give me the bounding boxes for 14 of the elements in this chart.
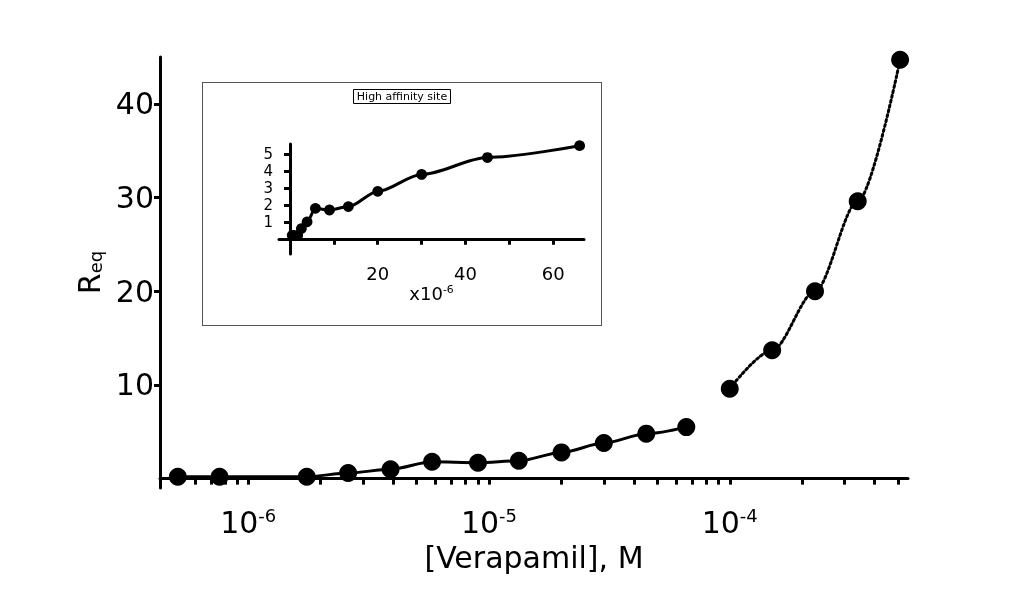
- y-tick-label: 2: [263, 195, 273, 214]
- x-axis-title: [Verapamil], M: [424, 539, 644, 575]
- y-tick-label: 3: [263, 179, 273, 197]
- x-tick-label: 60: [541, 263, 565, 285]
- y-tick-label: 5: [263, 145, 273, 164]
- y-tick-label: 10: [115, 367, 154, 403]
- y-tick-label: 40: [115, 86, 154, 122]
- x-tick-label: 40: [454, 263, 477, 285]
- y-tick-label: 30: [115, 180, 154, 216]
- y-tick-label: 1: [263, 212, 273, 231]
- chart-title: High affinity site: [356, 90, 448, 103]
- y-axis-title: Req: [72, 250, 108, 295]
- x-tick-label: 20: [366, 263, 390, 285]
- y-tick-label: 4: [263, 162, 273, 181]
